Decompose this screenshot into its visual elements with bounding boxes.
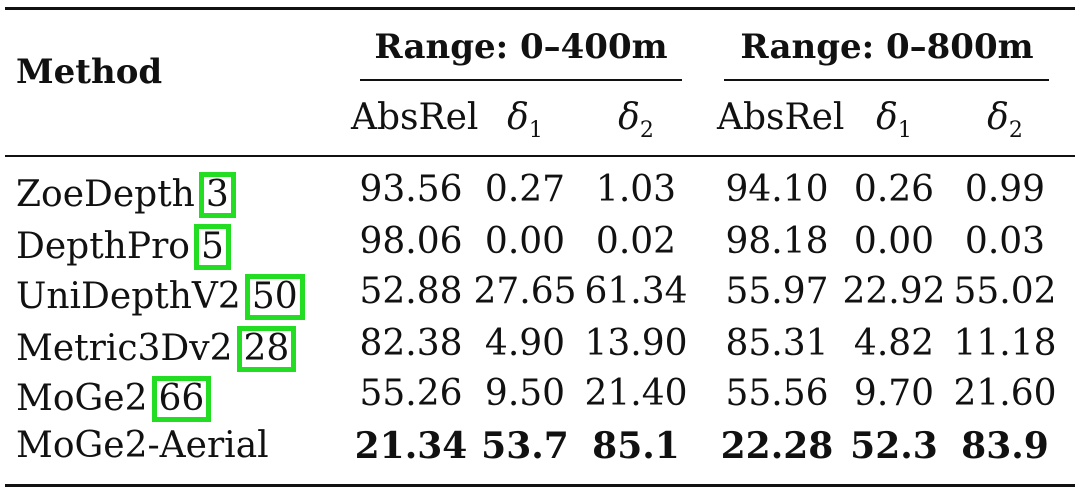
value-cell: 53.7 xyxy=(481,425,569,467)
value-cell: 55.02 xyxy=(953,271,1057,312)
value-cell: 4.90 xyxy=(484,323,566,364)
citation-highlight-box: 3 xyxy=(198,172,236,218)
subheader-col-2: δ2 xyxy=(576,100,696,142)
subheader-symbol: δ xyxy=(987,97,1009,138)
method-name: MoGe2 xyxy=(16,378,148,419)
citation-highlight-box: 5 xyxy=(193,224,231,270)
subheader-col-5: δ2 xyxy=(945,100,1065,142)
value-cell: 4.82 xyxy=(853,323,935,364)
method-name: MoGe2-Aerial xyxy=(16,425,269,466)
value-cell: 55.26 xyxy=(359,373,463,414)
subheader-col-0: AbsRel xyxy=(351,97,479,138)
value-cell: 85.1 xyxy=(592,425,680,467)
value-cell: 21.40 xyxy=(584,373,688,414)
header-rule xyxy=(5,155,1075,157)
subheader-col-4: δ1 xyxy=(834,100,954,142)
method-cell: MoGe2 66 xyxy=(16,376,212,422)
bottom-rule xyxy=(5,484,1075,487)
citation-highlight-box: 66 xyxy=(151,376,212,422)
subheader-col-1: δ1 xyxy=(465,100,585,142)
value-cell: 0.00 xyxy=(853,221,935,262)
value-cell: 22.92 xyxy=(842,271,946,312)
value-cell: 55.97 xyxy=(725,271,829,312)
subheader-subscript: 1 xyxy=(897,118,912,144)
method-cell: MoGe2-Aerial xyxy=(16,428,269,464)
group-underline-0-800 xyxy=(724,79,1049,81)
value-cell: 0.00 xyxy=(484,221,566,262)
value-cell: 27.65 xyxy=(473,271,577,312)
subheader-subscript: 1 xyxy=(528,118,543,144)
method-cell: UniDepthV2 50 xyxy=(16,274,305,320)
group-header-0-800: Range: 0–800m xyxy=(740,27,1034,67)
method-cell: DepthPro 5 xyxy=(16,224,231,270)
value-cell: 82.38 xyxy=(359,323,463,364)
citation-highlight-box: 50 xyxy=(244,274,305,320)
method-cell: ZoeDepth 3 xyxy=(16,172,236,218)
value-cell: 61.34 xyxy=(584,271,688,312)
value-cell: 98.06 xyxy=(359,221,463,262)
method-column-header: Method xyxy=(16,52,163,92)
value-cell: 55.56 xyxy=(725,373,829,414)
value-cell: 9.50 xyxy=(484,373,566,414)
group-header-0-400: Range: 0–400m xyxy=(374,27,668,67)
value-cell: 98.18 xyxy=(725,221,829,262)
value-cell: 83.9 xyxy=(961,425,1049,467)
method-cell: Metric3Dv2 28 xyxy=(16,326,297,372)
subheader-symbol: δ xyxy=(618,97,640,138)
method-name: UniDepthV2 xyxy=(16,276,241,317)
value-cell: 0.99 xyxy=(964,169,1046,210)
value-cell: 93.56 xyxy=(359,169,463,210)
value-cell: 0.27 xyxy=(484,169,566,210)
value-cell: 13.90 xyxy=(584,323,688,364)
value-cell: 0.26 xyxy=(853,169,935,210)
subheader-subscript: 2 xyxy=(1008,118,1023,144)
value-cell: 1.03 xyxy=(595,169,677,210)
group-underline-0-400 xyxy=(360,79,682,81)
value-cell: 94.10 xyxy=(725,169,829,210)
value-cell: 52.3 xyxy=(850,425,938,467)
value-cell: 0.02 xyxy=(595,221,677,262)
value-cell: 85.31 xyxy=(725,323,829,364)
method-name: DepthPro xyxy=(16,226,190,267)
value-cell: 22.28 xyxy=(720,425,834,467)
value-cell: 11.18 xyxy=(953,323,1057,364)
subheader-symbol: δ xyxy=(876,97,898,138)
value-cell: 9.70 xyxy=(853,373,935,414)
value-cell: 21.60 xyxy=(953,373,1057,414)
top-rule xyxy=(5,7,1075,10)
method-name: ZoeDepth xyxy=(16,174,195,215)
subheader-subscript: 2 xyxy=(639,118,654,144)
subheader-col-3: AbsRel xyxy=(717,97,845,138)
method-name: Metric3Dv2 xyxy=(16,328,233,369)
value-cell: 52.88 xyxy=(359,271,463,312)
citation-highlight-box: 28 xyxy=(236,326,297,372)
value-cell: 0.03 xyxy=(964,221,1046,262)
subheader-symbol: δ xyxy=(507,97,529,138)
value-cell: 21.34 xyxy=(354,425,468,467)
